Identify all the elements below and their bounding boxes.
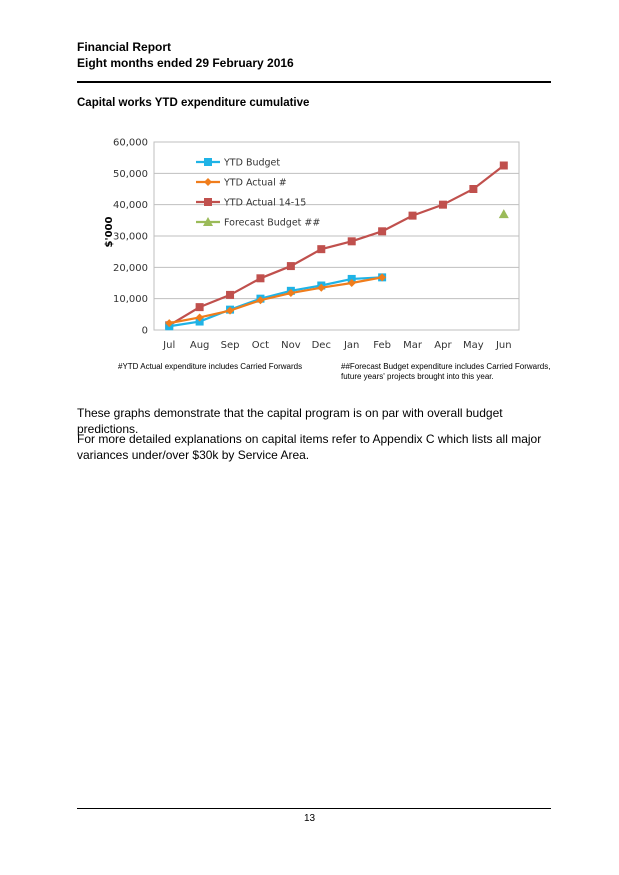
- data-point: [226, 306, 235, 315]
- data-point: [165, 319, 174, 328]
- x-tick-label: May: [463, 340, 484, 351]
- body-paragraph-1: These graphs demonstrate that the capita…: [77, 406, 503, 436]
- series-line: [168, 164, 505, 327]
- data-point: [195, 317, 204, 326]
- legend-marker: [204, 178, 212, 186]
- data-point: [469, 185, 478, 193]
- data-point: [499, 161, 508, 170]
- x-tick-label: Jan: [343, 340, 359, 351]
- x-tick-label: Nov: [281, 340, 301, 351]
- data-point: [256, 274, 265, 283]
- footer-divider: [77, 808, 551, 809]
- capital-works-chart: 0 10,000 20,000 30,000 40,000 50,000 60,000 Jul…: [104, 138, 520, 351]
- data-point: [195, 313, 204, 322]
- legend-marker: [204, 198, 212, 206]
- x-tick-label: Sep: [221, 340, 240, 351]
- data-point: [498, 209, 509, 219]
- data-point: [347, 274, 356, 283]
- legend-label: YTD Actual 14-15: [223, 198, 306, 209]
- data-point: [378, 273, 387, 282]
- y-axis-label: $'000: [104, 217, 115, 248]
- data-point: [286, 262, 295, 271]
- y-tick-label: 20,000: [113, 263, 148, 274]
- legend-marker: [203, 217, 213, 226]
- data-point: [378, 227, 387, 236]
- y-tick-label: 10,000: [113, 294, 148, 305]
- x-tick-label: Oct: [252, 340, 269, 351]
- x-tick-label: Aug: [190, 340, 210, 351]
- data-point: [195, 303, 204, 312]
- data-point: [256, 296, 265, 305]
- series-line: [169, 276, 383, 325]
- data-point: [226, 290, 235, 299]
- data-point: [317, 283, 326, 292]
- page-number: 13: [303, 813, 316, 824]
- legend-label: YTD Actual #: [223, 178, 287, 189]
- x-tick-label: Jun: [495, 340, 512, 351]
- header-divider: [77, 81, 551, 83]
- footnote-forecast: ##Forecast Budget expenditure includes C…: [341, 362, 551, 381]
- y-tick-label: 40,000: [113, 200, 148, 211]
- x-tick-label: Jul: [162, 340, 175, 351]
- y-tick-label: 60,000: [113, 138, 148, 149]
- footnote-actual: #YTD Actual expenditure includes Carried…: [118, 362, 303, 371]
- data-point: [408, 211, 417, 220]
- data-point: [347, 279, 356, 287]
- x-tick-label: Mar: [403, 340, 423, 351]
- legend-label: YTD Budget: [223, 158, 280, 169]
- body-paragraph-2: For more detailed explanations on capita…: [77, 432, 542, 462]
- x-tick-label: Apr: [434, 340, 452, 351]
- data-point: [286, 289, 295, 298]
- legend-label: Forecast Budget ##: [224, 218, 320, 229]
- report-period: Eight months ended 29 February 2016: [77, 56, 294, 70]
- report-title: Financial Report: [77, 40, 172, 54]
- section-title: Capital works YTD expenditure cumulative: [77, 97, 310, 109]
- x-tick-label: Feb: [373, 340, 391, 351]
- y-tick-label: 0: [142, 326, 148, 337]
- x-tick-label: Dec: [312, 340, 331, 351]
- series-line: [169, 276, 383, 328]
- legend-marker: [204, 158, 212, 166]
- data-point: [317, 245, 326, 254]
- data-point: [347, 237, 356, 246]
- y-tick-label: 30,000: [113, 232, 148, 243]
- data-point: [438, 200, 447, 209]
- y-tick-label: 50,000: [113, 169, 148, 180]
